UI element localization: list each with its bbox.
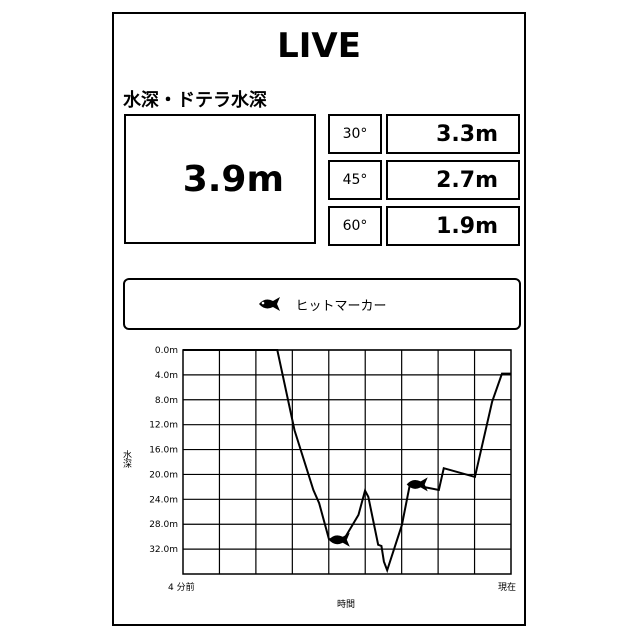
hit-marker-label: ヒットマーカー <box>295 295 386 314</box>
angle-30-label: 30° <box>328 114 382 154</box>
depth-section-label: 水深・ドテラ水深 <box>123 86 267 112</box>
angle-45-label: 45° <box>328 160 382 200</box>
angle-45-depth: 2.7m <box>386 160 520 200</box>
hit-marker-button[interactable]: ヒットマーカー <box>123 278 521 330</box>
fish-icon <box>257 296 283 312</box>
angle-30-depth: 3.3m <box>386 114 520 154</box>
angle-60-depth: 1.9m <box>386 206 520 246</box>
page-title: LIVE <box>112 26 526 66</box>
angle-60-label: 60° <box>328 206 382 246</box>
main-depth-value: 3.9m <box>124 114 316 244</box>
